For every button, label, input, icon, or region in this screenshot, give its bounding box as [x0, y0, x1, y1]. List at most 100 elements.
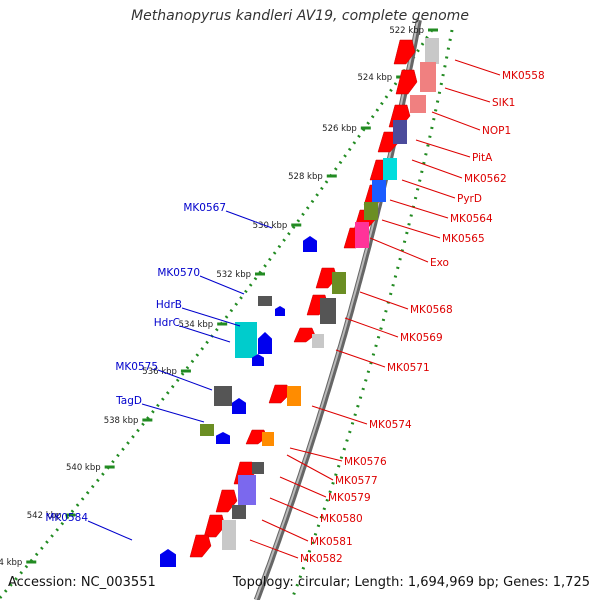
label-leader-line — [359, 291, 409, 310]
reverse-gene — [232, 398, 246, 414]
gene-label-mk0582: MK0582 — [300, 553, 343, 565]
tick-label: 542 kbp — [27, 511, 62, 521]
label-leader-line — [269, 497, 319, 519]
label-leader-line — [411, 159, 463, 179]
tick-ring-dots — [0, 29, 434, 600]
tick-ring-line — [0, 29, 434, 600]
gene-label-mk0580: MK0580 — [320, 513, 363, 525]
label-leader-line — [87, 520, 133, 541]
feature-box — [420, 62, 436, 92]
tick-label: 540 kbp — [66, 463, 101, 473]
label-leader-line — [344, 317, 399, 338]
reverse-feature — [235, 322, 257, 358]
label-leader-line — [431, 111, 481, 131]
gene-label-mk0579: MK0579 — [328, 492, 371, 504]
feature-box — [222, 520, 236, 550]
forward-gene — [189, 534, 212, 558]
gene-label-nop1: NOP1 — [482, 125, 511, 137]
gene-label-mk0584: MK0584 — [45, 512, 88, 524]
tick-label: 532 kbp — [216, 270, 251, 280]
feature-box — [372, 180, 386, 202]
label-leader-line — [415, 139, 471, 158]
label-leader-line — [279, 476, 327, 498]
gene-label-pyrd: PyrD — [457, 193, 482, 205]
gene-label-mk0558: MK0558 — [502, 70, 545, 82]
gene-label-mk0568: MK0568 — [410, 304, 453, 316]
forward-gene — [203, 514, 226, 538]
tick-label: 544 kbp — [0, 558, 22, 568]
gene-label-mk0567: MK0567 — [183, 202, 226, 214]
gene-label-sik1: SIK1 — [492, 97, 515, 109]
genome-title: Methanopyrus kandleri AV19, complete gen… — [131, 8, 469, 24]
label-leader-line — [179, 325, 231, 343]
reverse-gene — [160, 549, 176, 567]
feature-box — [393, 120, 407, 144]
feature-box — [262, 432, 274, 446]
accession-text: Accession: NC_003551 — [8, 575, 156, 590]
label-leader-line — [444, 87, 491, 103]
feature-box — [355, 222, 369, 248]
gene-label-hdrc: HdrC — [154, 317, 180, 329]
gene-label-mk0576: MK0576 — [344, 456, 387, 468]
gene-label-pita: PitA — [472, 152, 493, 164]
gene-label-mk0577: MK0577 — [335, 475, 378, 487]
tick-label: 522 kbp — [389, 26, 424, 36]
topology-text: Topology: circular; Length: 1,694,969 bp… — [232, 575, 590, 590]
tick-label: 536 kbp — [142, 367, 177, 377]
gene-label-mk0570: MK0570 — [157, 267, 200, 279]
reverse-gene — [252, 354, 264, 366]
forward-gene — [393, 39, 416, 65]
feature-box — [232, 505, 246, 519]
gene-label-tagd: TagD — [115, 395, 142, 407]
feature-box — [364, 202, 378, 220]
label-leader-line — [225, 210, 273, 229]
forward-gene — [293, 327, 316, 343]
label-leader-line — [249, 539, 299, 559]
reverse-gene — [258, 332, 272, 354]
label-leader-line — [311, 405, 368, 425]
feature-box — [410, 95, 426, 113]
feature-box — [383, 158, 397, 180]
gene-label-mk0564: MK0564 — [450, 213, 493, 225]
tick-label: 528 kbp — [288, 172, 323, 182]
label-leader-line — [401, 179, 456, 199]
label-leader-line — [199, 275, 245, 295]
feature-box — [332, 272, 346, 294]
reverse-feature — [258, 296, 272, 306]
label-leader-line — [454, 59, 501, 76]
gene-label-mk0574: MK0574 — [369, 419, 412, 431]
label-leader-line — [389, 199, 449, 219]
reverse-gene — [216, 432, 230, 444]
reverse-gene — [303, 236, 317, 252]
gene-label-mk0562: MK0562 — [464, 173, 507, 185]
feature-box — [425, 38, 439, 64]
feature-box — [238, 475, 256, 505]
label-leader-line — [289, 447, 343, 462]
feature-box — [312, 334, 324, 348]
feature-box — [252, 462, 264, 474]
label-leader-line — [141, 403, 205, 423]
label-leader-line — [335, 349, 386, 368]
label-leader-line — [157, 369, 213, 391]
gene-label-mk0565: MK0565 — [442, 233, 485, 245]
label-leader-line — [286, 454, 334, 481]
tick-label: 538 kbp — [104, 416, 139, 426]
reverse-feature — [200, 424, 214, 436]
forward-gene — [395, 69, 418, 95]
reverse-gene — [275, 306, 285, 316]
tick-label: 534 kbp — [179, 320, 214, 330]
tick-label: 526 kbp — [322, 124, 357, 134]
label-leader-line — [181, 307, 241, 327]
feature-box — [320, 298, 336, 324]
gene-label-mk0581: MK0581 — [310, 536, 353, 548]
label-leader-line — [381, 219, 441, 239]
feature-box — [287, 386, 301, 406]
gene-label-exo: Exo — [430, 257, 449, 269]
tick-label: 524 kbp — [358, 73, 393, 83]
reverse-feature — [214, 386, 232, 406]
gene-label-mk0575: MK0575 — [115, 361, 158, 373]
gene-label-mk0571: MK0571 — [387, 362, 430, 374]
forward-gene — [268, 384, 291, 404]
